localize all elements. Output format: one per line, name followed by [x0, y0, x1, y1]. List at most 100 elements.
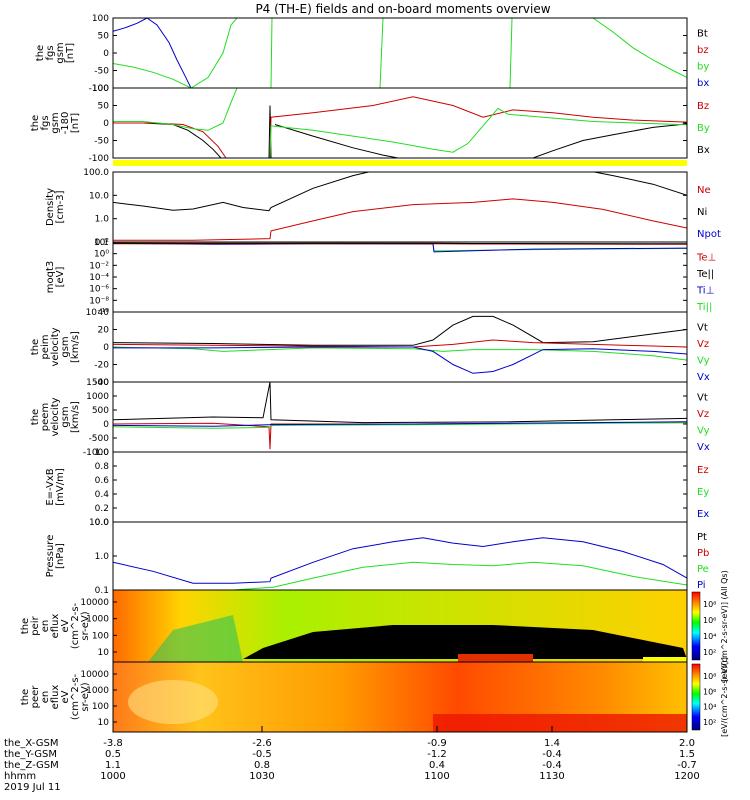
x-axis-date: 2019 Jul 11: [4, 782, 61, 793]
y-tick-label: 1000: [86, 392, 109, 402]
x-axis-value: 1000: [100, 771, 125, 782]
x-axis-value: -3.8: [103, 738, 123, 749]
x-axis-value: -0.4: [542, 749, 562, 760]
y-tick-label: -1000: [83, 448, 109, 458]
peer-colorbar-tick: 10²: [703, 718, 716, 727]
y-tick-label: 0.8: [95, 462, 110, 472]
pressure-legend-entry: Pt: [697, 532, 707, 543]
density-legend-entry: Npot: [697, 229, 721, 240]
x-axis-value: 2.0: [679, 738, 695, 749]
peer-ylabel-line: sr-eV): [80, 682, 91, 711]
y-tick-label: 0: [103, 343, 109, 353]
y-tick-label: 10⁻⁴: [89, 273, 109, 283]
y-tick-label: 10.0: [89, 191, 109, 201]
peem-velocity-legend-entry: Vz: [697, 409, 709, 420]
fgs-series-by-line: [592, 18, 687, 78]
y-tick-label: 0.6: [95, 476, 110, 486]
pressure-series-pe-line: [113, 561, 687, 590]
temperature-ylabel-line: [eV]: [55, 267, 66, 288]
y-tick-label: 10⁻⁸: [89, 296, 109, 306]
density-frame: [112, 171, 688, 243]
peem-velocity-ylabel-line: the: [30, 409, 41, 425]
fgs-frame: [112, 17, 688, 89]
peer-colorbar-label: [eV/(cm^2-s-sr-eV)]: [720, 657, 729, 737]
fgs2-series-bz-line: [113, 122, 227, 158]
peem-velocity-legend-entry: Vx: [697, 442, 710, 453]
efield-legend-entry: Ez: [697, 465, 709, 476]
pressure-legend-entry: Pe: [697, 564, 709, 575]
peir-ylabel-line: (cm^2-s-: [70, 602, 81, 649]
pressure-ylabel-line: Pressure: [45, 535, 56, 578]
figure-title: P4 (TH-E) fields and on-board moments ov…: [255, 2, 550, 16]
fgs2-legend-entry: Bx: [697, 145, 710, 156]
peir-yellow-band: [643, 657, 687, 662]
fgs-series-by-line: [509, 18, 513, 88]
y-tick-label: 50: [98, 32, 110, 42]
efield-ylabel-line: E=-VxB: [45, 468, 56, 505]
fgs2-ylabel-line: [nT]: [70, 113, 81, 133]
density-series-ne-line: [113, 198, 687, 241]
peer-colorbar: [691, 663, 701, 731]
x-axis-value: 1.1: [105, 760, 121, 771]
peim-velocity-ylabel-line: the: [30, 339, 41, 355]
fgs-series-group: [113, 18, 687, 88]
fgs-ylabel-line: fgs: [45, 45, 56, 60]
y-tick-label: 1.0: [95, 215, 110, 225]
y-tick-label: 500: [92, 406, 109, 416]
peer-ylabel-line: eflux: [50, 685, 61, 710]
efield-legend-entry: Ey: [697, 487, 709, 498]
peir-ylabel-line: eflux: [50, 614, 61, 639]
peem-velocity-ylabel-line: gsm: [60, 406, 71, 427]
x-axis-value: 1.4: [544, 738, 560, 749]
panel-fgs: 100 50 0 -50 -100 the fgs gsm [nT] Bt bz by bx: [35, 14, 709, 94]
peim-velocity-series-vt-line: [113, 315, 687, 346]
y-tick-label: 10⁻⁶: [89, 285, 109, 295]
fgs2-frame: [112, 87, 688, 159]
temperature-legend-entry: Te⊥: [696, 252, 716, 263]
temperature-frame: [112, 241, 688, 313]
y-tick-label: 0.2: [95, 504, 109, 514]
x-axis-value: -0.5: [252, 749, 272, 760]
peir-ylabel-line: en: [40, 620, 51, 633]
x-axis-value: 0.5: [105, 749, 121, 760]
peim-velocity-legend-entry: Vz: [697, 339, 709, 350]
temperature-legend-entry: Te||: [696, 269, 714, 280]
y-tick-label: -100: [89, 154, 110, 164]
efield-frame: [112, 451, 688, 523]
y-tick-label: 100.0: [83, 168, 109, 178]
fgs2-ylabel-line: -180: [60, 112, 71, 135]
panel-density: 100.0 10.0 1.0 0.1 Density [cm-3] Ne Ni Npot: [45, 168, 721, 248]
density-series-ni-line: [113, 172, 687, 212]
y-tick-label: 0.1: [95, 586, 109, 596]
efield-ylabel-line: [mV/m]: [55, 468, 66, 506]
temperature-legend-entry: Ti⊥: [696, 285, 714, 296]
peir-colorbar-tick: 10²: [703, 648, 716, 657]
y-tick-label: 0: [103, 420, 109, 430]
x-axis-value: -1.2: [427, 749, 447, 760]
y-tick-label: 0.1: [95, 238, 109, 248]
y-tick-label: 100: [92, 84, 109, 94]
density-series-group: [113, 172, 687, 241]
x-axis-value: 1030: [249, 771, 274, 782]
y-tick-label: 0: [103, 119, 109, 129]
peim-velocity-series-group: [113, 315, 687, 374]
y-tick-label: 10000: [80, 598, 109, 608]
fgs2-ylabel-line: fgs: [40, 115, 51, 130]
y-tick-label: -20: [94, 361, 109, 371]
temperature-series-group: [113, 242, 687, 253]
y-tick-label: 1000: [86, 615, 109, 625]
y-tick-label: 1.0: [95, 448, 110, 458]
y-tick-label: -50: [94, 137, 109, 147]
density-ylabel-line: [cm-3]: [55, 190, 66, 223]
peer-ylabel-line: the: [20, 689, 31, 705]
fgs-series-by-line: [113, 18, 238, 88]
fgs-legend-entry: bx: [697, 78, 709, 89]
peim-velocity-ylabel-line: gsm: [60, 336, 71, 357]
x-axis-row-label: the_X-GSM: [4, 738, 58, 749]
y-tick-label: 0.4: [95, 490, 110, 500]
pressure-legend-entry: Pi: [697, 580, 706, 591]
panel-pressure: 10.0 1.0 0.1 Pressure [nPa] Pt Pb Pe Pi: [45, 518, 709, 596]
temperature-series-te-line: [113, 242, 687, 245]
fgs-ylabel-line: [nT]: [65, 43, 76, 63]
